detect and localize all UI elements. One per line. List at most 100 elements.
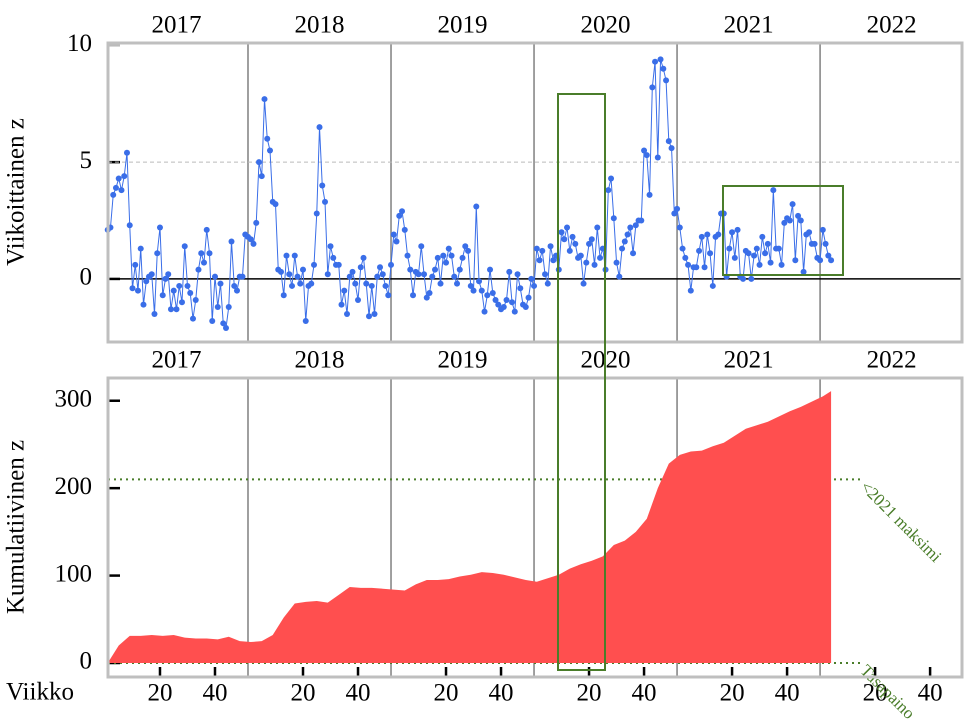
year-label: 2020 bbox=[581, 12, 631, 39]
data-point bbox=[657, 56, 664, 63]
data-point bbox=[118, 187, 125, 194]
x-tick-label: 40 bbox=[918, 680, 943, 707]
data-point bbox=[352, 280, 359, 287]
data-point bbox=[770, 187, 777, 194]
data-point bbox=[561, 236, 568, 243]
data-point bbox=[583, 259, 590, 266]
data-point bbox=[134, 287, 141, 294]
data-point bbox=[734, 226, 741, 233]
data-point bbox=[671, 210, 678, 217]
data-point bbox=[445, 245, 452, 252]
data-point bbox=[792, 257, 799, 264]
x-tick-label: 40 bbox=[632, 680, 657, 707]
data-point bbox=[500, 303, 507, 310]
data-point bbox=[258, 173, 265, 180]
y-axis-label: Viikoittainen z bbox=[3, 118, 30, 266]
highlight-box bbox=[722, 185, 844, 276]
data-point bbox=[511, 308, 518, 315]
data-point bbox=[514, 271, 521, 278]
data-point bbox=[396, 212, 403, 219]
data-point bbox=[685, 261, 692, 268]
data-point bbox=[731, 254, 738, 261]
data-point bbox=[264, 135, 271, 142]
data-point bbox=[660, 65, 667, 72]
data-point bbox=[674, 205, 681, 212]
data-point bbox=[481, 308, 488, 315]
data-point bbox=[456, 266, 463, 273]
data-point bbox=[627, 224, 634, 231]
data-point bbox=[577, 252, 584, 259]
data-point bbox=[385, 292, 392, 299]
data-point bbox=[762, 250, 769, 257]
data-point bbox=[250, 240, 257, 247]
data-point bbox=[178, 299, 185, 306]
data-point bbox=[112, 184, 119, 191]
data-point bbox=[302, 317, 309, 324]
data-point bbox=[652, 58, 659, 65]
data-point bbox=[649, 84, 656, 91]
data-point bbox=[539, 247, 546, 254]
data-point bbox=[594, 224, 601, 231]
data-point bbox=[184, 282, 191, 289]
data-point bbox=[572, 240, 579, 247]
year-label: 2021 bbox=[724, 347, 774, 374]
data-point bbox=[759, 233, 766, 240]
data-point bbox=[822, 240, 829, 247]
data-point bbox=[740, 275, 747, 282]
data-point bbox=[110, 191, 117, 198]
data-point bbox=[140, 301, 147, 308]
data-point bbox=[580, 280, 587, 287]
year-label: 2017 bbox=[151, 347, 201, 374]
data-point bbox=[123, 149, 130, 156]
year-label: 2022 bbox=[867, 347, 917, 374]
data-point bbox=[753, 245, 760, 252]
data-point bbox=[181, 243, 188, 250]
data-point bbox=[404, 252, 411, 259]
data-point bbox=[775, 245, 782, 252]
data-point bbox=[192, 296, 199, 303]
data-point bbox=[764, 240, 771, 247]
data-point bbox=[608, 175, 615, 182]
data-point bbox=[187, 289, 194, 296]
data-point bbox=[795, 212, 802, 219]
data-point bbox=[291, 252, 298, 259]
plot-frame bbox=[106, 41, 964, 344]
data-point bbox=[330, 254, 337, 261]
data-point bbox=[610, 215, 617, 222]
data-point bbox=[701, 264, 708, 271]
data-point bbox=[654, 154, 661, 161]
data-point bbox=[148, 271, 155, 278]
x-tick-label: 20 bbox=[577, 680, 602, 707]
data-point bbox=[121, 173, 128, 180]
data-point bbox=[357, 264, 364, 271]
data-point bbox=[591, 261, 598, 268]
data-point bbox=[462, 243, 469, 250]
reference-label: <2021 maksimi bbox=[857, 477, 946, 566]
data-point bbox=[492, 296, 499, 303]
data-point bbox=[399, 208, 406, 215]
data-point bbox=[206, 250, 213, 257]
data-point bbox=[308, 280, 315, 287]
data-point bbox=[726, 245, 733, 252]
data-point bbox=[410, 292, 417, 299]
data-point bbox=[828, 257, 835, 264]
data-point bbox=[324, 271, 331, 278]
data-point bbox=[239, 273, 246, 280]
year-label: 2018 bbox=[295, 347, 345, 374]
data-point bbox=[767, 259, 774, 266]
data-point bbox=[693, 264, 700, 271]
data-point bbox=[341, 287, 348, 294]
data-point bbox=[222, 324, 229, 331]
data-point bbox=[162, 275, 169, 282]
data-point bbox=[817, 257, 824, 264]
data-point bbox=[319, 182, 326, 189]
year-label: 2019 bbox=[438, 347, 488, 374]
data-point bbox=[544, 280, 551, 287]
data-point bbox=[825, 252, 832, 259]
data-point bbox=[217, 280, 224, 287]
data-point bbox=[687, 287, 694, 294]
data-point bbox=[616, 273, 623, 280]
data-point bbox=[126, 222, 133, 229]
